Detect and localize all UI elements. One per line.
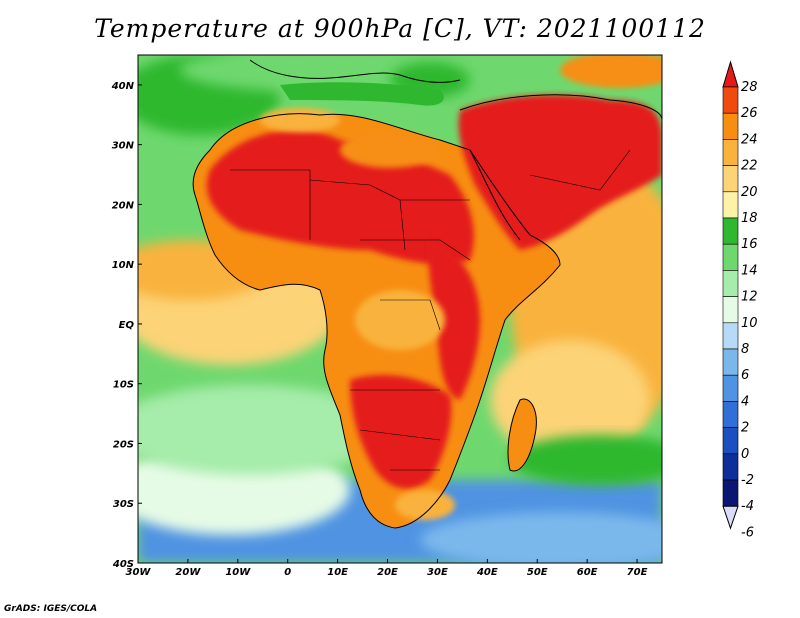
colorbar-level-label: 24 [741,132,758,147]
madagascar-land [508,399,537,471]
colorbar-level-label: 22 [741,159,758,174]
colorbar-level-label: 8 [741,342,749,357]
colorbar-level-label: 20 [741,185,758,200]
colorbar-level-label: 4 [741,394,749,409]
colorbar-level-label: -4 [741,499,754,514]
lat-tick-label: 30N [112,141,135,152]
lat-tick-label: 40N [111,81,135,92]
colorbar-swatch [722,270,739,297]
lat-tick-label: EQ [119,320,135,331]
colorbar-level-label: -6 [741,525,754,540]
colorbar-top-arrow [722,60,739,88]
colorbar-level-label: 28 [741,80,758,95]
lon-tick-label: 20E [377,567,398,578]
colorbar-swatch [722,86,739,114]
country-borders [230,149,631,471]
colorbar-swatch [722,374,739,402]
map-title: Temperature at 900hPa [C], VT: 202110011… [94,14,706,43]
lon-tick-label: 20W [175,567,201,578]
lon-tick-label: 30E [427,567,448,578]
colorbar-swatch [722,427,739,455]
footer-credit: GrADS: IGES/COLA [4,604,98,614]
colorbar-swatch [722,165,739,193]
lon-tick-label: 0 [284,567,291,578]
lat-tick-label: 20N [112,200,135,211]
colorbar-swatch [722,322,739,350]
lon-tick-label: 10E [327,567,348,578]
colorbar-level-label: 18 [741,211,758,226]
colorbar-swatch [722,453,739,481]
lon-tick-label: 10W [225,567,251,578]
lat-tick-label: 20S [113,439,134,450]
colorbar-level-label: 16 [741,237,758,252]
colorbar-level-label: 0 [741,447,749,462]
colorbar-swatch [722,139,739,166]
temperature-field [138,55,662,563]
lat-tick-label: 30S [113,499,134,510]
colorbar-swatch [722,217,739,245]
colorbar-level-label: 12 [741,290,758,305]
colorbar-level-label: 14 [741,263,758,278]
colorbar-swatch [722,348,739,376]
colorbar-level-label: -2 [741,473,754,488]
lat-tick-label: 10N [112,260,135,271]
lon-tick-label: 50E [527,567,548,578]
colorbar-swatch [722,243,739,271]
axis-ticks: 30W 20W 10W 0 10E 20E 30E 40E 50E 60E 70E 40N 30N 20N… [111,81,648,578]
colorbar-swatch [722,191,739,219]
colorbar-swatch [722,479,739,507]
colorbar-level-label: 26 [741,106,758,121]
lon-tick-label: 70E [627,567,648,578]
colorbar-swatch [722,401,739,428]
lon-tick-label: 40E [476,567,498,578]
colorbar-swatch [722,112,739,140]
lat-tick-label: 10S [113,380,134,391]
colorbar-level-label: 10 [741,316,758,331]
map-frame [137,54,663,564]
colorbar-bottom-arrow [722,505,739,530]
lon-tick-label: 30W [126,567,152,578]
lon-tick-label: 60E [577,567,598,578]
colorbar-level-label: 2 [741,421,749,436]
lat-tick-label: 40S [112,559,134,570]
colorbar-level-label: 6 [741,368,749,383]
colorbar-swatch [722,296,739,324]
coastlines [192,59,662,529]
